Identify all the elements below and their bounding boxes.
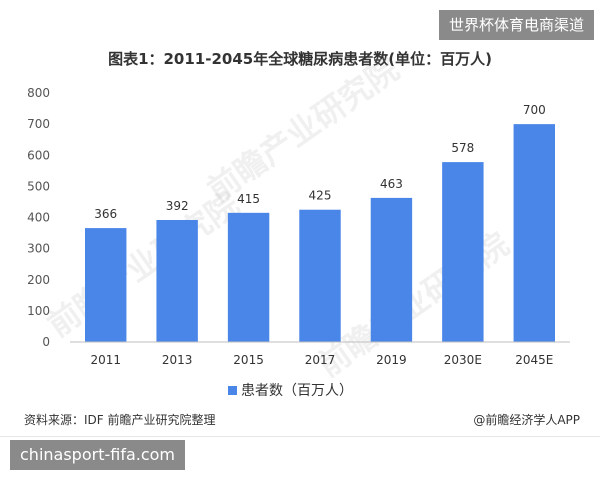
site-badge: 世界杯体育电商渠道	[438, 10, 594, 40]
bars	[85, 124, 555, 342]
y-tick-label: 700	[27, 117, 50, 131]
y-tick-label: 800	[27, 86, 50, 100]
data-label: 366	[94, 207, 117, 221]
source-note: 资料来源：IDF 前瞻产业研究院整理	[24, 413, 216, 427]
legend: 患者数（百万人）	[228, 380, 353, 400]
divider	[0, 436, 600, 437]
x-tick-label: 2017	[305, 353, 336, 367]
bar-2013	[156, 219, 198, 342]
x-tick-label: 2019	[376, 353, 407, 367]
data-label: 425	[309, 189, 332, 203]
x-tick-label: 2013	[162, 353, 193, 367]
bar-2019	[370, 197, 413, 342]
brand-credit: @前瞻经济学人APP	[473, 413, 580, 427]
chart-title: 图表1：2011-2045年全球糖尿病患者数(单位：百万人)	[108, 50, 492, 68]
x-tick-label: 2030E	[444, 353, 482, 367]
y-axis-ticks: 0 100 200 300 400 500 600 700 800	[27, 86, 50, 349]
bar-2017	[299, 209, 341, 342]
data-label: 415	[237, 192, 260, 206]
y-tick-label: 500	[27, 179, 50, 193]
x-tick-label: 2045E	[515, 353, 553, 367]
data-label: 700	[523, 103, 546, 117]
y-tick-label: 200	[27, 273, 50, 287]
bar-2045e	[513, 124, 555, 342]
y-tick-label: 100	[27, 304, 50, 318]
y-tick-label: 600	[27, 148, 50, 162]
y-tick-label: 0	[42, 335, 50, 349]
data-label: 392	[166, 199, 189, 213]
bar-2015	[227, 212, 270, 342]
x-axis-ticks: 2011 2013 2015 2017 2019 2030E 2045E	[90, 353, 553, 367]
bar-2030e	[442, 162, 484, 342]
x-tick-label: 2015	[233, 353, 264, 367]
x-tick-label: 2011	[90, 353, 121, 367]
legend-label: 患者数（百万人）	[241, 383, 353, 399]
bar-2011	[85, 228, 127, 342]
y-tick-label: 400	[27, 211, 50, 225]
value-labels: 366 392 415 425 463 578 700	[94, 103, 545, 221]
legend-swatch	[228, 385, 237, 395]
y-tick-label: 300	[27, 242, 50, 256]
data-label: 578	[451, 141, 474, 155]
footer-url[interactable]: chinasport-fifa.com	[10, 440, 186, 470]
data-label: 463	[380, 177, 403, 191]
